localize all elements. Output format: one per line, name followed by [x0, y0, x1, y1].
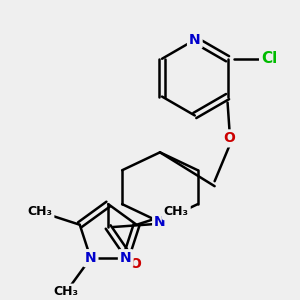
Text: N: N — [120, 251, 132, 265]
Text: N: N — [189, 33, 201, 47]
Text: N: N — [154, 215, 166, 229]
Text: CH₃: CH₃ — [164, 205, 189, 218]
Text: O: O — [224, 131, 236, 146]
Text: O: O — [129, 257, 141, 271]
Text: CH₃: CH₃ — [53, 286, 79, 298]
Text: CH₃: CH₃ — [28, 205, 52, 218]
Text: Cl: Cl — [261, 51, 278, 66]
Text: N: N — [85, 251, 96, 265]
